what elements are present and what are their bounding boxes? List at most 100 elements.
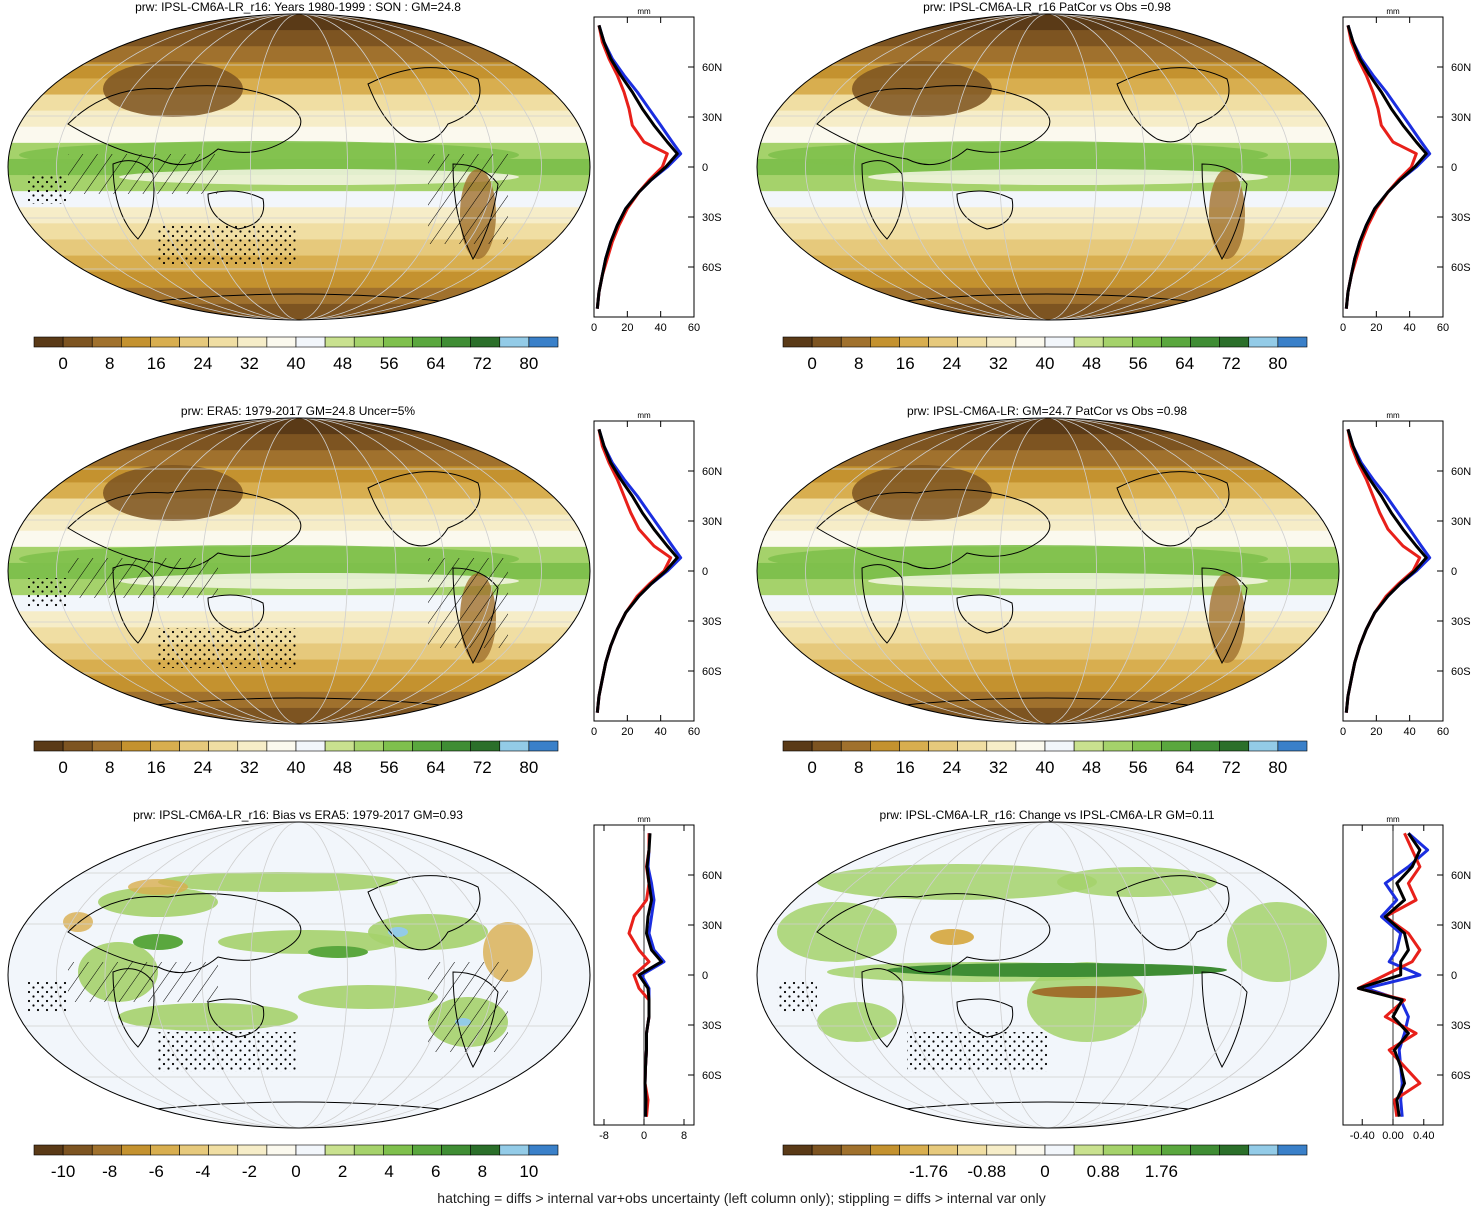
colorbar-swatch	[324, 1144, 355, 1156]
profile-xtick-label: 0.00	[1382, 1130, 1403, 1142]
colorbar-swatch	[1161, 740, 1191, 752]
colorbar-swatch	[324, 740, 355, 752]
colorbar-label: 8	[105, 354, 114, 373]
profile-xtick-label: 40	[655, 322, 667, 334]
graticule-meridian	[853, 418, 1243, 724]
profile-line-ref	[637, 833, 663, 1117]
profile-xtick-label: 20	[621, 322, 633, 334]
colorbar-label: -8	[102, 1162, 117, 1181]
colorbar-swatch	[179, 1144, 209, 1156]
coastline	[816, 85, 1051, 166]
colorbar-swatch	[1277, 1144, 1308, 1156]
field-band	[757, 450, 1339, 468]
colorbar-swatch	[237, 740, 268, 752]
stippling	[777, 982, 1047, 1072]
colorbar-label: 72	[1222, 354, 1241, 373]
field-band	[8, 78, 590, 96]
colorbar-swatch	[150, 740, 180, 752]
footer-note: hatching = diffs > internal var+obs unce…	[437, 1190, 1046, 1206]
profile-xtick-label: 40	[1404, 726, 1416, 738]
colorbar-swatch	[1161, 1144, 1191, 1156]
change-patch	[1227, 902, 1327, 982]
colorbar-label: 24	[942, 758, 961, 777]
colorbar-swatch	[91, 1144, 122, 1156]
hatching	[68, 154, 508, 244]
field-band	[757, 611, 1339, 629]
field-band	[757, 434, 1339, 452]
field-band	[757, 287, 1339, 305]
colorbar-swatch	[383, 740, 413, 752]
colorbar-swatch	[928, 1144, 958, 1156]
profile-xtick-label: 60	[688, 726, 700, 738]
field-band	[8, 530, 590, 548]
colorbar-swatch	[1190, 740, 1220, 752]
colorbar-swatch	[986, 336, 1017, 348]
colorbar-label: 64	[426, 758, 445, 777]
colorbar-label: -2	[242, 1162, 257, 1181]
colorbar-label: 0	[291, 1162, 300, 1181]
map-outline	[7, 417, 591, 725]
coastline	[367, 471, 481, 547]
field-band	[8, 303, 590, 320]
field-band	[8, 255, 590, 273]
map-group-3	[7, 417, 591, 725]
profile-xtick-label: 60	[1437, 726, 1449, 738]
colorbar-swatch	[470, 336, 501, 348]
colorbar-label: 8	[854, 758, 863, 777]
field-band	[757, 223, 1339, 241]
field-band	[757, 643, 1339, 661]
profile-ytick-label: 30S	[702, 1020, 722, 1032]
colorbar-label: 0.88	[1087, 1162, 1120, 1181]
field-band	[8, 482, 590, 500]
dry-region	[103, 465, 243, 521]
hatching	[68, 558, 508, 648]
colorbar-label: 16	[896, 354, 915, 373]
coastline	[1116, 875, 1230, 951]
colorbar-label: 80	[519, 758, 538, 777]
colorbar-swatch	[840, 336, 871, 348]
colorbar-swatch	[441, 336, 471, 348]
colorbar-label: 16	[896, 758, 915, 777]
profile-ytick-label: 30S	[1451, 212, 1471, 224]
colorbar-label: 6	[431, 1162, 440, 1181]
change-patch	[1057, 867, 1217, 897]
profile-ytick-label: 0	[702, 970, 708, 982]
coastline	[127, 697, 469, 709]
profile-ytick-label: 60S	[1451, 262, 1471, 274]
colorbar-label: 32	[240, 758, 259, 777]
panel-title-2: prw: IPSL-CM6A-LR_r16 PatCor vs Obs =0.9…	[923, 0, 1171, 14]
colorbar-swatch	[1161, 336, 1191, 348]
bias-patch-dry	[128, 879, 188, 895]
field-band	[8, 707, 590, 724]
dry-band	[868, 573, 1268, 589]
coastline	[956, 190, 1014, 230]
profile-unit: mm	[1386, 411, 1400, 420]
profile-xtick-label: 20	[1370, 726, 1382, 738]
colorbar-swatch	[1248, 1144, 1279, 1156]
colorbar-label: 64	[1175, 758, 1194, 777]
colorbar-swatch	[1044, 336, 1075, 348]
map-group-6	[756, 821, 1340, 1129]
colorbar-swatch	[412, 1144, 442, 1156]
colorbar-swatch	[1073, 336, 1104, 348]
colorbar-swatch	[528, 1144, 559, 1156]
profile-ytick-label: 0	[1451, 970, 1457, 982]
profile-ytick-label: 30N	[702, 920, 722, 932]
colorbar-swatch	[811, 740, 842, 752]
colorbar-swatch	[91, 336, 122, 348]
field-band	[757, 675, 1339, 693]
dry-region	[852, 465, 992, 521]
coastline	[1201, 567, 1248, 665]
colorbar-swatch	[295, 1144, 326, 1156]
colorbar-swatch	[150, 1144, 180, 1156]
colorbar-label: 56	[380, 758, 399, 777]
profile-xtick-label: -8	[599, 1130, 609, 1142]
colorbar-swatch	[870, 1144, 900, 1156]
stippling	[28, 578, 298, 668]
field-band	[8, 14, 590, 32]
graticule-meridian	[805, 14, 1291, 320]
profile-ytick-label: 60N	[702, 62, 722, 74]
change-patch	[777, 902, 897, 962]
colorbar-swatch	[179, 740, 209, 752]
